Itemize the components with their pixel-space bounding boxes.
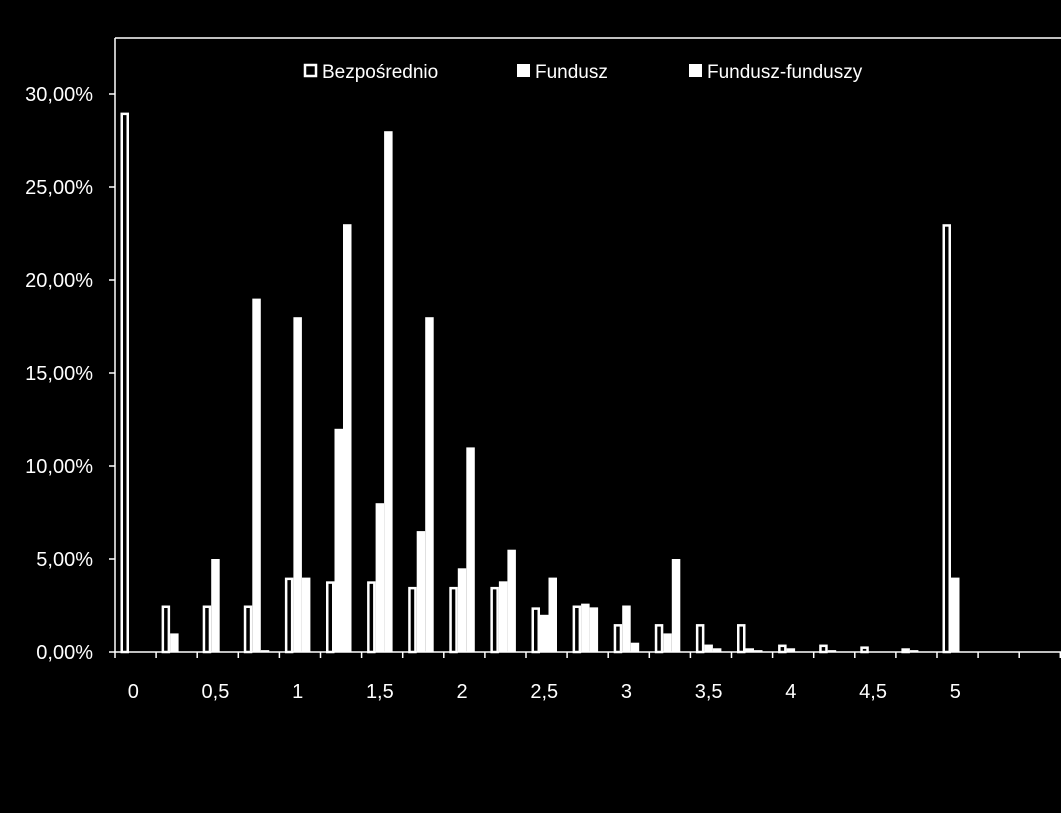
bar-fundusz: [663, 633, 672, 652]
bar-bezposrednio: [737, 624, 746, 654]
bar-fundusz: [457, 568, 467, 652]
legend-label: Fundusz-funduszy: [707, 62, 863, 83]
legend: Bezpośrednio Fundusz Fundusz-funduszy: [303, 62, 863, 83]
x-tick-label: 4,5: [859, 681, 887, 703]
y-tick-label: 5,00%: [36, 549, 93, 571]
bar-bezposrednio: [778, 644, 787, 654]
bar-fundusz-funduszy: [260, 650, 270, 652]
y-tick-label: 25,00%: [25, 177, 93, 199]
bar-fundusz: [416, 531, 426, 652]
bar-bezposrednio: [408, 586, 417, 654]
bar-fundusz: [827, 650, 837, 652]
y-tick-label: 15,00%: [25, 363, 93, 385]
bar-bezposrednio: [819, 644, 828, 654]
bar-fundusz-funduszy: [548, 577, 557, 652]
bar-fundusz-funduszy: [507, 549, 516, 652]
bar-bezposrednio: [367, 581, 376, 654]
bar-bezposrednio: [161, 605, 171, 654]
bar-fundusz-funduszy: [589, 607, 599, 652]
x-tick-label: 5: [950, 681, 961, 703]
y-tick-label: 0,00%: [36, 642, 93, 664]
x-tick-label: 0: [128, 681, 139, 703]
bar-fundusz: [622, 605, 631, 652]
legend-label: Bezpośrednio: [322, 62, 438, 83]
x-tick-label: 4: [785, 681, 796, 703]
bar-fundusz: [334, 428, 343, 652]
bar-fundusz-funduszy: [754, 650, 763, 652]
bar-bezposrednio: [613, 624, 623, 654]
bar-fundusz: [293, 317, 302, 652]
bar-fundusz-funduszy: [343, 224, 352, 652]
x-tick-label: 2: [456, 681, 467, 703]
bar-fundusz: [375, 503, 385, 652]
bar-fundusz-funduszy: [712, 648, 722, 652]
x-tick-label: 3: [621, 681, 632, 703]
x-axis-labels: 0 0,5 1 1,5 2 2,5 3 3,5 4 4,5 5: [114, 652, 1061, 703]
bar-fundusz: [211, 559, 220, 652]
bar-bezposrednio: [120, 112, 129, 654]
x-tick-label: 0,5: [202, 681, 230, 703]
bar-fundusz: [581, 603, 590, 652]
y-tick-label: 10,00%: [25, 456, 93, 478]
x-tick-label: 2,5: [530, 681, 558, 703]
bar-fundusz: [252, 298, 261, 652]
bars-layer: [120, 112, 960, 654]
bar-bezposrednio: [695, 624, 705, 654]
bar-fundusz: [909, 650, 919, 652]
bar-fundusz-funduszy: [630, 642, 640, 652]
bar-fundusz: [745, 648, 754, 652]
bar-bezposrednio: [326, 581, 335, 654]
bar-fundusz-funduszy: [466, 447, 475, 652]
bar-bezposrednio: [531, 607, 540, 654]
bar-fundusz: [786, 648, 796, 652]
x-tick-label: 1,5: [366, 681, 394, 703]
bar-bezposrednio: [202, 605, 212, 654]
y-axis-labels: 0,00% 5,00% 10,00% 15,00% 20,00% 25,00% 30,00%: [25, 84, 115, 664]
bar-fundusz: [170, 633, 179, 652]
bar-fundusz-funduszy: [384, 131, 393, 652]
legend-swatch: [689, 64, 702, 77]
x-tick-label: 3,5: [695, 681, 723, 703]
bar-bezposrednio: [284, 577, 294, 654]
bar-bezposrednio: [490, 586, 499, 654]
legend-swatch: [517, 64, 530, 77]
bar-bezposrednio: [243, 605, 253, 654]
bar-bezposrednio: [449, 586, 458, 654]
bar-bezposrednio: [860, 646, 869, 654]
bar-fundusz-funduszy: [671, 559, 681, 652]
bar-bezposrednio: [654, 624, 664, 654]
legend-item-fundusz: Fundusz: [517, 62, 608, 83]
bar-bezposrednio: [572, 605, 582, 654]
bar-bezposrednio: [942, 224, 951, 654]
bar-fundusz: [704, 644, 713, 652]
legend-item-fundusz-funduszy: Fundusz-funduszy: [689, 62, 863, 83]
bar-fundusz-funduszy: [425, 317, 434, 652]
bar-fundusz-funduszy: [301, 577, 311, 652]
legend-label: Fundusz: [535, 62, 608, 83]
bar-fundusz: [498, 581, 508, 652]
legend-item-bezposrednio: Bezpośrednio: [303, 62, 438, 83]
legend-swatch: [303, 63, 318, 78]
y-tick-label: 20,00%: [25, 270, 93, 292]
bar-bezposrednio: [901, 648, 910, 654]
x-tick-label: 1: [292, 681, 303, 703]
bar-fundusz: [540, 614, 549, 652]
y-tick-label: 30,00%: [25, 84, 93, 106]
bar-fundusz: [951, 577, 960, 652]
